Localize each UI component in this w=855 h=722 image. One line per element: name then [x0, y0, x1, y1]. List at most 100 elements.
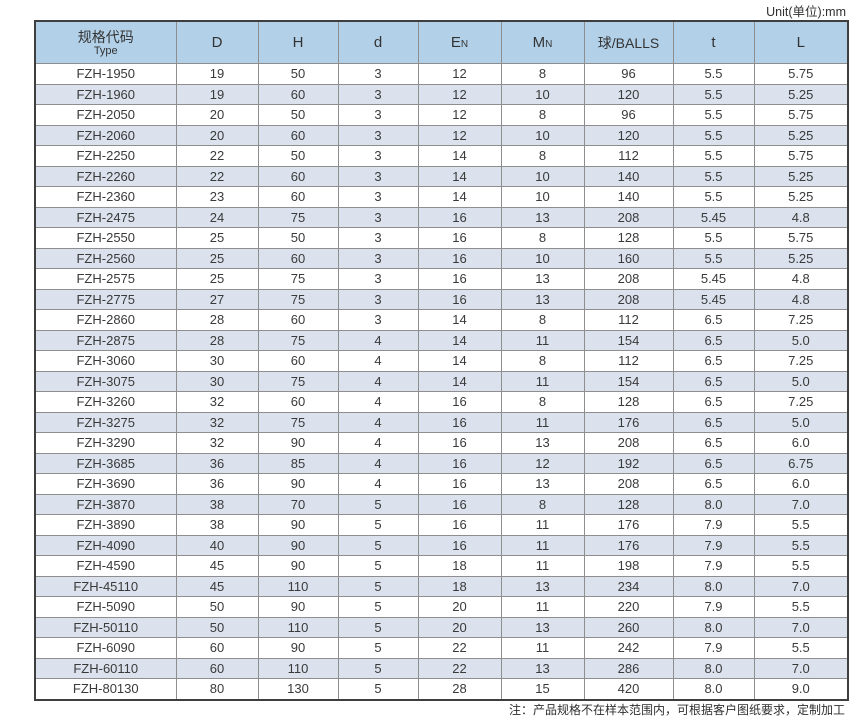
value-cell: 5.75 [753, 145, 849, 167]
value-cell: 18 [417, 555, 502, 577]
value-cell: 8.0 [672, 575, 755, 597]
column-header-En: EN [417, 20, 502, 64]
value-cell: 50 [257, 104, 339, 126]
value-cell: 260 [583, 616, 674, 638]
value-cell: 20 [417, 596, 502, 618]
table-row: FZH-80130 80 130 5 28 15 420 8.0 9.0 [34, 678, 849, 700]
value-cell: 5 [337, 616, 419, 638]
type-code-cell: FZH-5090 [34, 596, 177, 618]
value-cell: 5.0 [753, 411, 849, 433]
column-header-type: 规格代码 Type [34, 20, 177, 64]
table-row: FZH-2260 22 60 3 14 10 140 5.5 5.25 [34, 165, 849, 187]
table-row: FZH-2575 25 75 3 16 13 208 5.45 4.8 [34, 268, 849, 290]
table-row: FZH-2860 28 60 3 14 8 112 6.5 7.25 [34, 309, 849, 331]
value-cell: 3 [337, 288, 419, 310]
value-cell: 7.25 [753, 350, 849, 372]
value-cell: 176 [583, 411, 674, 433]
value-cell: 5.5 [672, 247, 755, 269]
value-cell: 160 [583, 247, 674, 269]
value-cell: 19 [175, 83, 259, 105]
value-cell: 60 [257, 165, 339, 187]
table-row: FZH-50110 50 110 5 20 13 260 8.0 7.0 [34, 616, 849, 638]
value-cell: 140 [583, 165, 674, 187]
type-code-cell: FZH-80130 [34, 678, 177, 700]
table-row: FZH-3870 38 70 5 16 8 128 8.0 7.0 [34, 493, 849, 515]
subscript-n: N [545, 39, 553, 50]
value-cell: 22 [175, 165, 259, 187]
table-row: FZH-60110 60 110 5 22 13 286 8.0 7.0 [34, 657, 849, 679]
value-cell: 12 [417, 124, 502, 146]
value-cell: 50 [257, 145, 339, 167]
type-code-cell: FZH-1950 [34, 63, 177, 85]
value-cell: 4.8 [753, 288, 849, 310]
value-cell: 22 [417, 657, 502, 679]
value-cell: 4 [337, 370, 419, 392]
type-code-cell: FZH-6090 [34, 637, 177, 659]
table-row: FZH-2550 25 50 3 16 8 128 5.5 5.75 [34, 227, 849, 249]
value-cell: 36 [175, 452, 259, 474]
value-cell: 3 [337, 83, 419, 105]
value-cell: 20 [175, 104, 259, 126]
value-cell: 16 [417, 247, 502, 269]
value-cell: 80 [175, 678, 259, 700]
value-cell: 5 [337, 555, 419, 577]
value-cell: 7.9 [672, 596, 755, 618]
value-cell: 90 [257, 555, 339, 577]
value-cell: 13 [500, 575, 585, 597]
value-cell: 4.8 [753, 206, 849, 228]
table-row: FZH-2560 25 60 3 16 10 160 5.5 5.25 [34, 247, 849, 269]
value-cell: 8 [500, 145, 585, 167]
value-cell: 3 [337, 227, 419, 249]
table-row: FZH-45110 45 110 5 18 13 234 8.0 7.0 [34, 575, 849, 597]
value-cell: 16 [417, 514, 502, 536]
table-row: FZH-4590 45 90 5 18 11 198 7.9 5.5 [34, 555, 849, 577]
value-cell: 208 [583, 473, 674, 495]
type-code-cell: FZH-3075 [34, 370, 177, 392]
value-cell: 27 [175, 288, 259, 310]
value-cell: 5.0 [753, 329, 849, 351]
value-cell: 5.5 [753, 555, 849, 577]
subscript-n: N [460, 39, 469, 50]
value-cell: 6.5 [672, 411, 755, 433]
value-cell: 220 [583, 596, 674, 618]
value-cell: 3 [337, 124, 419, 146]
column-header-d: d [337, 20, 419, 64]
value-cell: 6.0 [753, 473, 849, 495]
value-cell: 208 [583, 432, 674, 454]
value-cell: 208 [583, 288, 674, 310]
value-cell: 8 [500, 104, 585, 126]
type-code-cell: FZH-2875 [34, 329, 177, 351]
value-cell: 5.25 [753, 247, 849, 269]
value-cell: 112 [583, 350, 674, 372]
value-cell: 10 [500, 165, 585, 187]
value-cell: 3 [337, 206, 419, 228]
value-cell: 16 [417, 288, 502, 310]
type-code-cell: FZH-3685 [34, 452, 177, 474]
value-cell: 7.9 [672, 637, 755, 659]
value-cell: 11 [500, 534, 585, 556]
type-code-cell: FZH-2775 [34, 288, 177, 310]
value-cell: 75 [257, 411, 339, 433]
value-cell: 14 [417, 165, 502, 187]
type-code-cell: FZH-1960 [34, 83, 177, 105]
value-cell: 234 [583, 575, 674, 597]
value-cell: 5.5 [672, 104, 755, 126]
table-row: FZH-2360 23 60 3 14 10 140 5.5 5.25 [34, 186, 849, 208]
value-cell: 16 [417, 411, 502, 433]
value-cell: 45 [175, 575, 259, 597]
value-cell: 208 [583, 268, 674, 290]
value-cell: 154 [583, 329, 674, 351]
value-cell: 60 [257, 83, 339, 105]
value-cell: 16 [417, 473, 502, 495]
value-cell: 16 [417, 534, 502, 556]
value-cell: 20 [175, 124, 259, 146]
value-cell: 4 [337, 432, 419, 454]
value-cell: 13 [500, 268, 585, 290]
value-cell: 5.45 [672, 268, 755, 290]
value-cell: 13 [500, 657, 585, 679]
value-cell: 30 [175, 350, 259, 372]
value-cell: 192 [583, 452, 674, 474]
value-cell: 16 [417, 432, 502, 454]
type-code-cell: FZH-3060 [34, 350, 177, 372]
value-cell: 4 [337, 350, 419, 372]
